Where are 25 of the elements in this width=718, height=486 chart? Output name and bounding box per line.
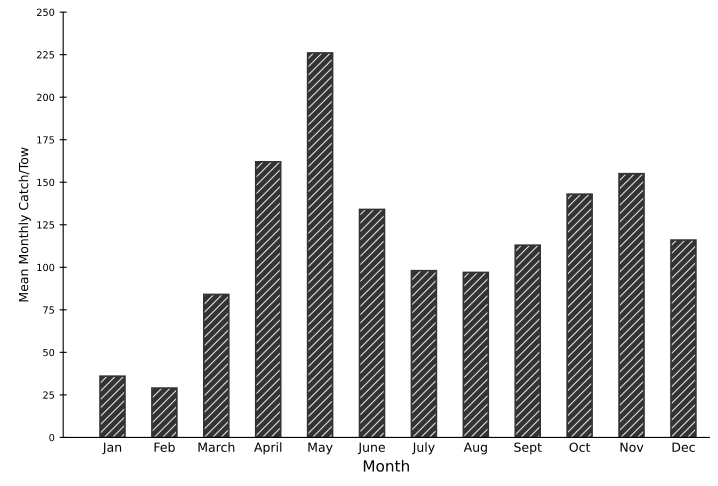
y-tick-label: 75 bbox=[43, 306, 54, 314]
y-tick-label: 175 bbox=[37, 136, 54, 144]
y-tick-label: 0 bbox=[49, 434, 54, 442]
y-tick-label: 150 bbox=[37, 178, 54, 186]
x-tick-label: Oct bbox=[570, 442, 590, 452]
x-tick-label: Dec bbox=[672, 442, 695, 452]
y-tick-label: 50 bbox=[43, 348, 54, 356]
y-tick-label: 225 bbox=[37, 51, 54, 59]
y-axis-title: Mean Monthly Catch/Tow bbox=[18, 147, 31, 302]
x-tick-label: Nov bbox=[620, 442, 644, 452]
y-tick-label: 200 bbox=[37, 94, 54, 102]
x-tick-label: April bbox=[254, 442, 282, 454]
x-tick-label: May bbox=[308, 442, 333, 454]
y-tick-label: 100 bbox=[37, 264, 54, 272]
x-tick-label: Feb bbox=[154, 442, 175, 452]
y-tick-label: 125 bbox=[37, 221, 54, 229]
x-tick-label: Jan bbox=[102, 442, 122, 454]
x-tick-label: Sept bbox=[514, 442, 542, 454]
y-tick-label: 250 bbox=[37, 8, 54, 16]
x-tick-label: Aug bbox=[464, 442, 487, 454]
x-tick-label: July bbox=[412, 442, 435, 454]
x-axis-title: Month bbox=[364, 460, 409, 472]
y-tick-label: 25 bbox=[43, 391, 54, 399]
x-tick-label: March bbox=[198, 442, 234, 452]
x-tick-label: June bbox=[358, 442, 385, 454]
